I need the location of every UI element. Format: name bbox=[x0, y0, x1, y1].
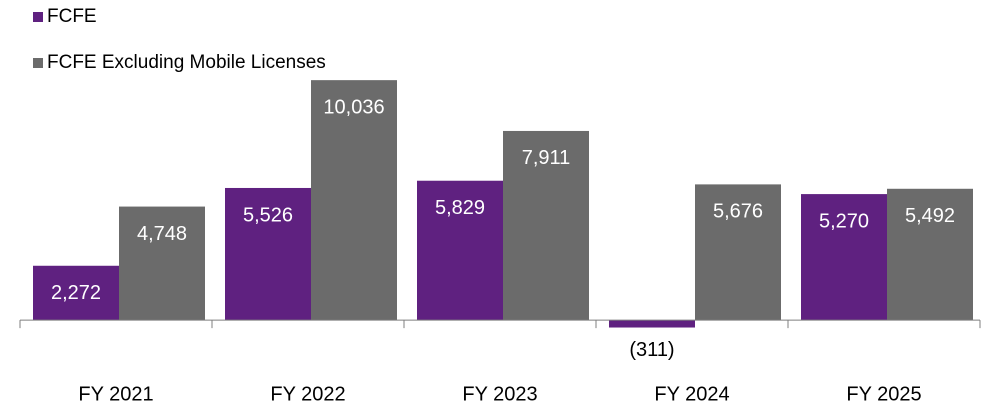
x-tick-label: FY 2023 bbox=[462, 383, 537, 405]
legend-swatch bbox=[33, 12, 43, 22]
value-label: 10,036 bbox=[323, 96, 384, 118]
x-tick-label: FY 2024 bbox=[654, 383, 729, 405]
bar bbox=[887, 188, 973, 321]
bar bbox=[695, 184, 781, 321]
bar bbox=[801, 194, 887, 321]
legend-label: FCFE bbox=[47, 6, 97, 27]
value-label: 5,492 bbox=[905, 205, 955, 227]
legend-swatch bbox=[33, 58, 43, 68]
bar bbox=[33, 265, 119, 321]
value-label: 5,526 bbox=[243, 204, 293, 226]
x-tick-label: FY 2025 bbox=[846, 383, 921, 405]
value-label: 2,272 bbox=[51, 282, 101, 304]
value-label: (311) bbox=[629, 339, 674, 361]
bar bbox=[609, 320, 695, 328]
x-tick-label: FY 2022 bbox=[270, 383, 345, 405]
value-label: 4,748 bbox=[137, 223, 187, 245]
value-label: 5,676 bbox=[713, 201, 763, 223]
value-label: 5,270 bbox=[819, 210, 869, 232]
bar bbox=[311, 80, 397, 321]
bar bbox=[119, 206, 205, 321]
x-tick-label: FY 2021 bbox=[78, 383, 153, 405]
bar bbox=[503, 130, 589, 321]
bar bbox=[225, 187, 311, 321]
legend-label: FCFE Excluding Mobile Licenses bbox=[47, 52, 326, 73]
value-label: 5,829 bbox=[435, 197, 485, 219]
bar bbox=[417, 180, 503, 321]
value-label: 7,911 bbox=[522, 147, 571, 169]
